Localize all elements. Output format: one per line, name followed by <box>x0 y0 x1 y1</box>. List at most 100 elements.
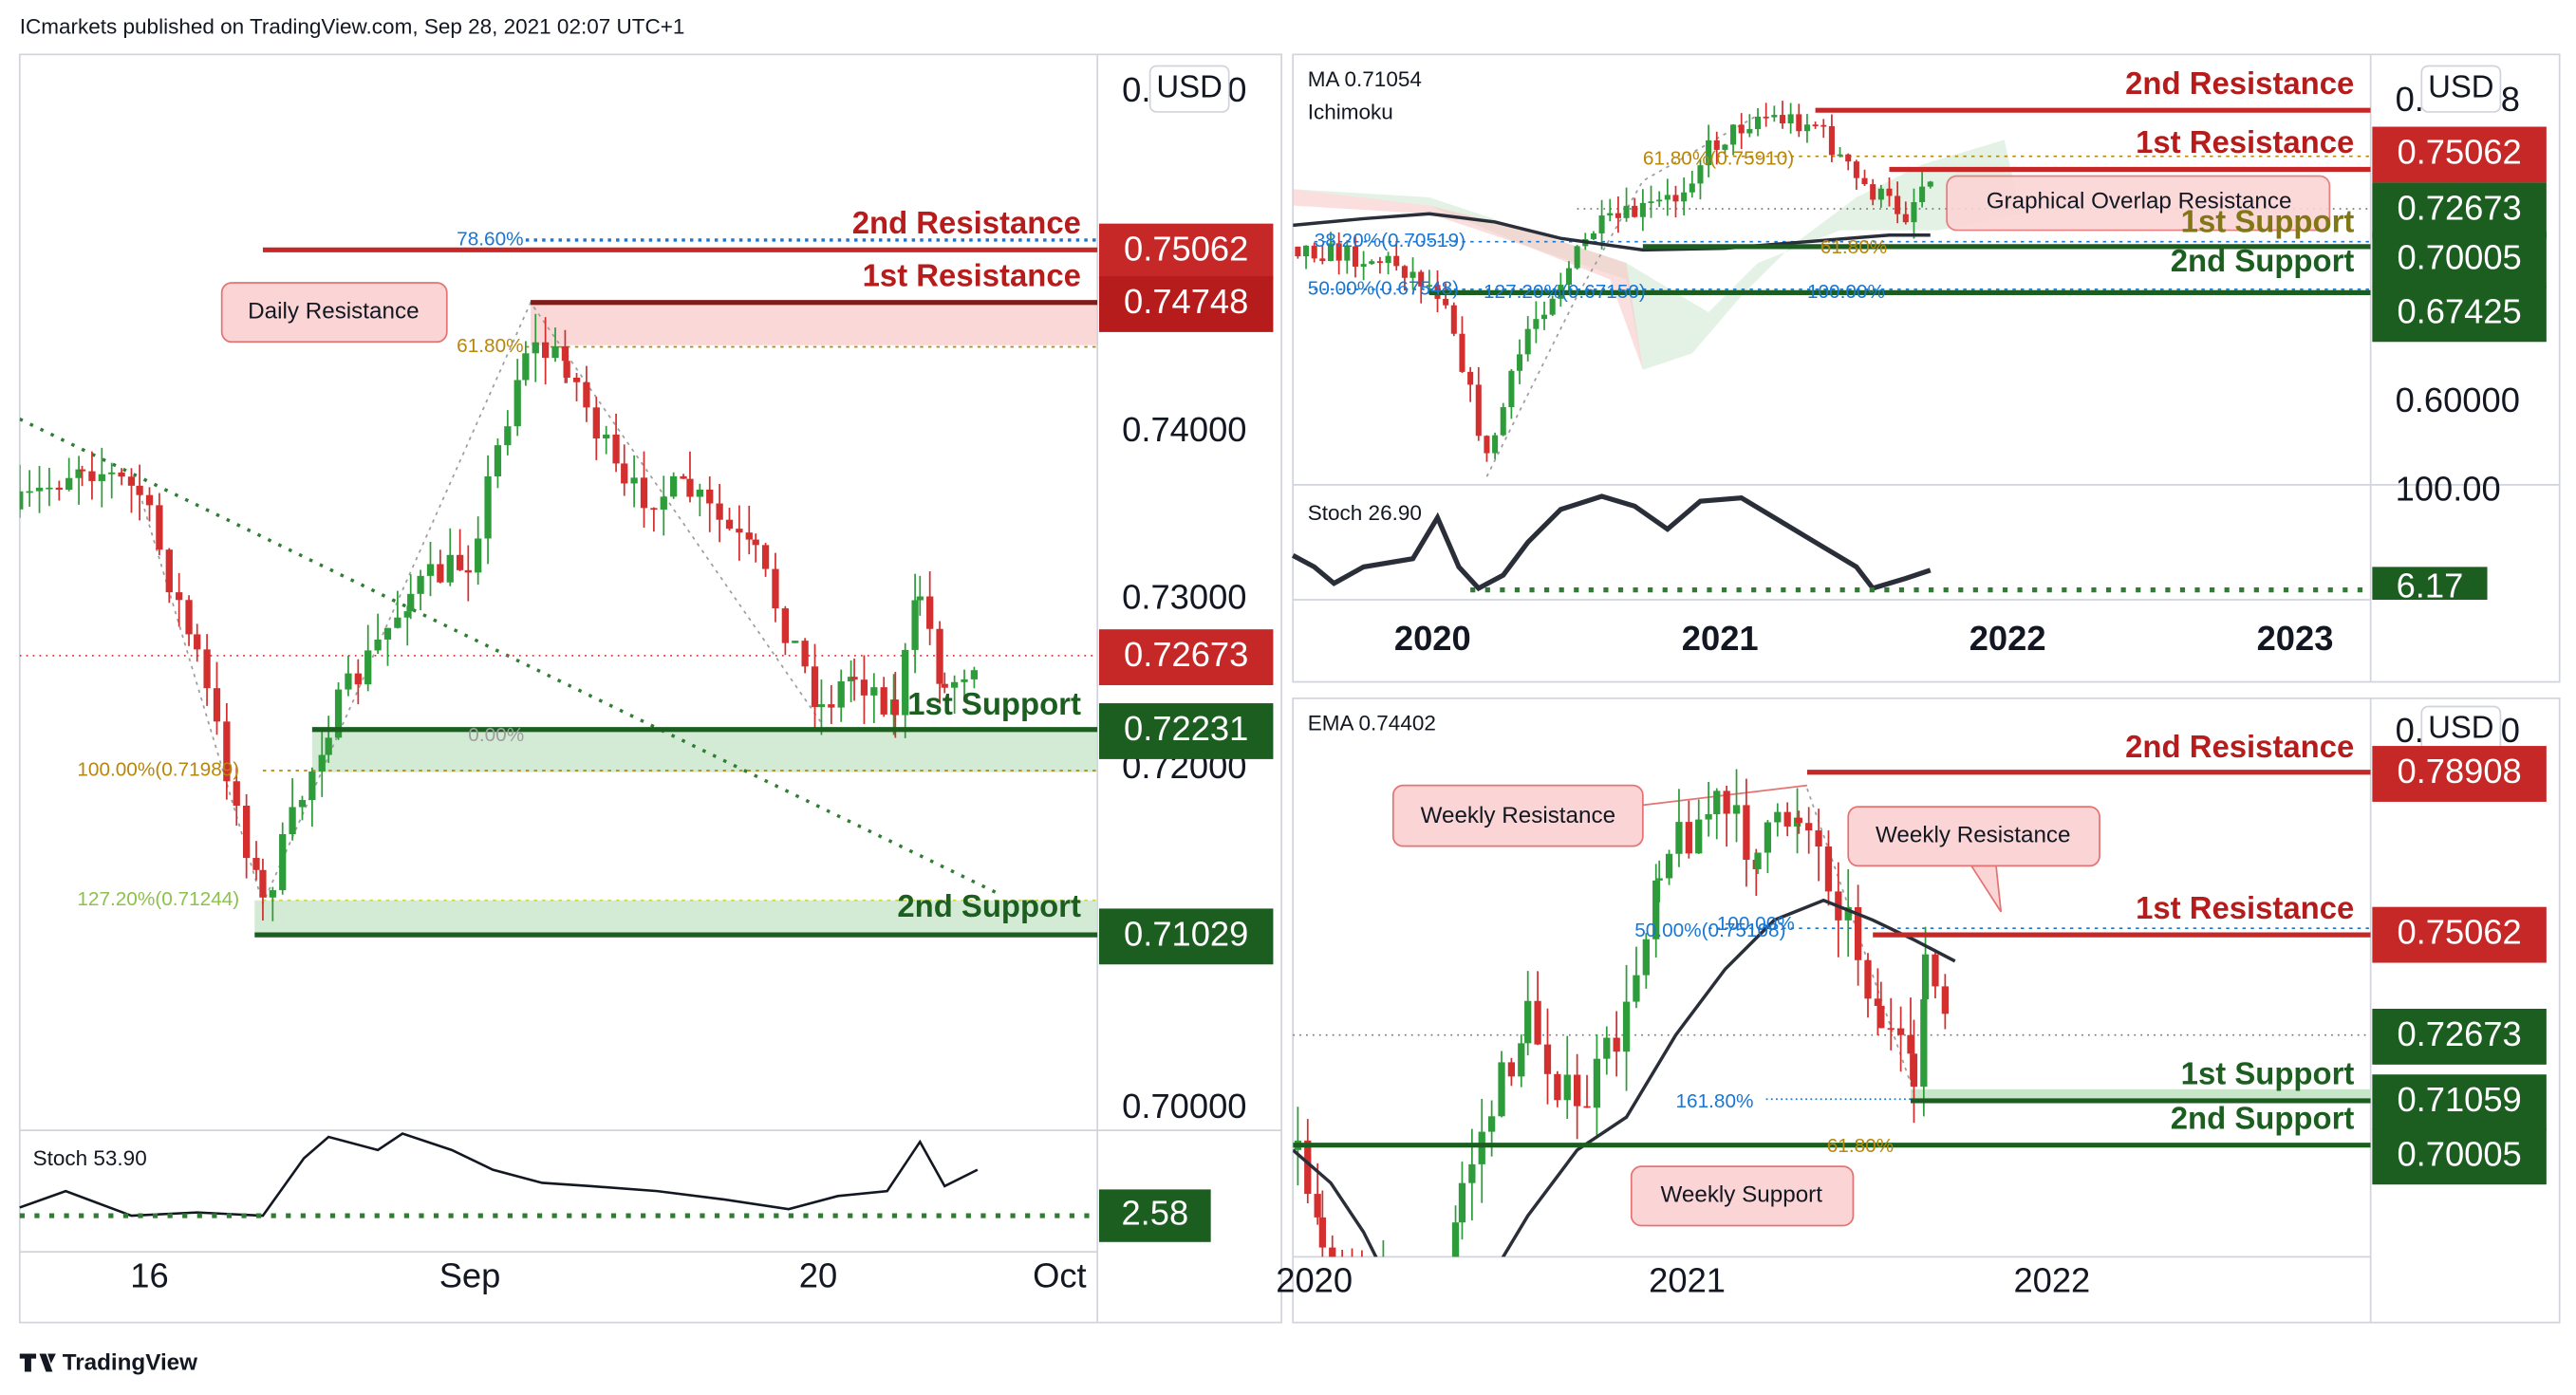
candle <box>612 434 620 464</box>
candle <box>1675 822 1683 854</box>
candle <box>475 538 482 573</box>
candle <box>165 549 173 593</box>
currency-badge[interactable] <box>2420 65 2502 113</box>
candle <box>1887 1028 1895 1031</box>
price-tag <box>1098 276 1274 332</box>
candle <box>1648 201 1654 203</box>
candle <box>1911 201 1917 223</box>
candle <box>926 596 934 629</box>
ema-line <box>1293 898 1956 1257</box>
candle <box>1385 255 1391 264</box>
price-tag <box>1098 629 1274 686</box>
fib-label: 127.20%(0.67150) <box>1484 281 1646 303</box>
candle <box>551 345 559 359</box>
left-panel: Daily Resistance 78.60% 61.80% 0.00% 100… <box>18 53 1282 1324</box>
candle <box>1390 1274 1396 1322</box>
candle <box>1534 1000 1541 1045</box>
candle <box>1487 1116 1496 1132</box>
candle <box>318 754 326 772</box>
candle <box>55 487 63 491</box>
time-label: 2020 <box>1394 619 1471 658</box>
candle <box>745 532 753 540</box>
header: ICmarkets published on TradingView.com, … <box>20 15 685 39</box>
candle <box>1517 354 1523 371</box>
candle <box>194 634 201 650</box>
candle <box>1920 999 1928 1088</box>
candle <box>1468 1163 1476 1183</box>
price-tag <box>1098 703 1274 759</box>
time-label: 2021 <box>1682 619 1759 658</box>
candle <box>1478 1131 1485 1164</box>
candle <box>127 476 136 486</box>
candle <box>464 569 472 573</box>
callout: Weekly Resistance <box>1876 823 2071 848</box>
candle <box>801 641 809 667</box>
frame <box>18 53 1282 1324</box>
candle <box>696 489 703 497</box>
price-tag <box>2372 567 2488 601</box>
candle <box>1861 177 1868 185</box>
currency[interactable]: USD <box>2428 709 2493 744</box>
candle <box>1771 115 1778 118</box>
candle <box>1563 1074 1571 1101</box>
price-tag <box>2372 1128 2547 1185</box>
price-tag <box>2372 126 2547 183</box>
candle <box>650 508 658 511</box>
indicator: Stoch 53.90 <box>33 1146 147 1170</box>
candle <box>213 688 221 722</box>
candle <box>1615 213 1621 218</box>
level-label: 1st Support <box>2181 203 2355 238</box>
candle <box>1910 1053 1918 1088</box>
candle <box>680 475 687 479</box>
candle <box>603 434 610 439</box>
callout: Weekly Resistance <box>1421 803 1616 828</box>
price-tag <box>2372 182 2547 239</box>
candle <box>1439 1289 1446 1312</box>
candle <box>223 721 231 782</box>
candle <box>1335 243 1342 261</box>
candle <box>259 869 267 898</box>
price-tag-label: 0.70005 <box>2397 237 2521 276</box>
price-tag-label: 0.72673 <box>2397 188 2521 227</box>
candle <box>1475 384 1482 437</box>
fib-label: 61.80% <box>457 335 523 357</box>
candle <box>35 487 44 492</box>
candle <box>446 554 454 583</box>
candle <box>136 485 143 495</box>
level-label: 2nd Resistance <box>852 205 1081 240</box>
candle <box>1344 246 1351 261</box>
candle <box>298 800 307 808</box>
currency[interactable]: USD <box>1156 68 1222 103</box>
candle <box>1492 435 1499 454</box>
candle <box>252 858 260 870</box>
candle <box>325 737 332 755</box>
candle <box>1598 215 1605 233</box>
plot <box>1293 769 2371 1322</box>
candle <box>1941 986 1949 1014</box>
candle <box>1508 370 1515 408</box>
time-label: 20 <box>799 1256 837 1294</box>
price-tag-label: 0.71029 <box>1124 914 1248 953</box>
candle <box>1524 1000 1532 1044</box>
candle <box>1837 154 1843 157</box>
candle <box>1524 328 1531 355</box>
candle <box>911 600 919 650</box>
candle <box>1656 199 1663 202</box>
candle <box>1565 268 1573 285</box>
candle <box>1902 214 1909 223</box>
currency-badge[interactable] <box>1148 65 1230 113</box>
candle <box>1681 192 1688 202</box>
candle <box>1713 140 1720 150</box>
trend-line <box>19 418 1003 898</box>
candles <box>19 313 979 921</box>
candle <box>1886 188 1893 196</box>
candle <box>1352 246 1358 268</box>
fib-line <box>1485 114 1759 477</box>
candle <box>1622 1001 1631 1052</box>
candle <box>1895 195 1901 214</box>
currency[interactable]: USD <box>2428 68 2493 103</box>
candle <box>572 378 581 382</box>
candle <box>1419 1283 1426 1294</box>
candle <box>1723 790 1730 814</box>
candle <box>242 805 251 859</box>
